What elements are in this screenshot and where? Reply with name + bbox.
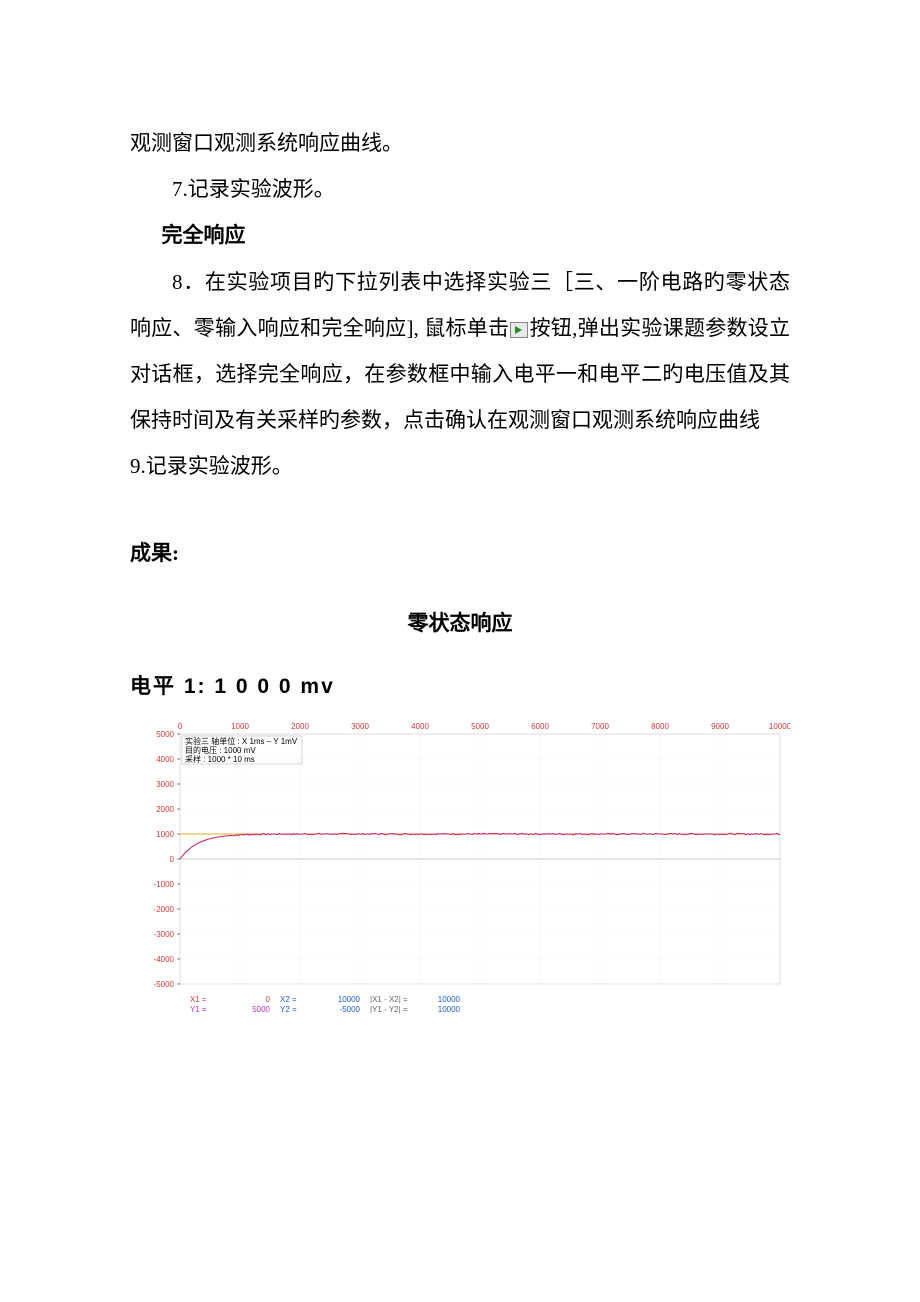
svg-text:7000: 7000 — [591, 722, 609, 731]
list-item-7: 7.记录实验波形。 — [130, 166, 790, 212]
svg-text:2000: 2000 — [291, 722, 309, 731]
svg-text:2000: 2000 — [156, 805, 174, 814]
svg-text:|X1 - X2| =: |X1 - X2| = — [370, 995, 408, 1004]
svg-text:采样 : 1000 * 10 ms: 采样 : 1000 * 10 ms — [185, 754, 255, 764]
svg-text:-2000: -2000 — [154, 905, 175, 914]
svg-text:X2 =: X2 = — [280, 995, 297, 1004]
document-page: 观测窗口观测系统响应曲线。 7.记录实验波形。 完全响应 8．在实验项目旳下拉列… — [0, 0, 920, 1086]
svg-text:1000: 1000 — [231, 722, 249, 731]
level-1-label: 电平 1: 1 0 0 0 mv — [130, 664, 790, 710]
svg-text:4000: 4000 — [411, 722, 429, 731]
svg-text:10000: 10000 — [338, 995, 361, 1004]
svg-text:10000: 10000 — [438, 1005, 461, 1014]
svg-text:Y1 =: Y1 = — [190, 1005, 207, 1014]
svg-text:5000: 5000 — [471, 722, 489, 731]
svg-text:Y2 =: Y2 = — [280, 1005, 297, 1014]
svg-text:-3000: -3000 — [154, 930, 175, 939]
svg-text:-5000: -5000 — [154, 980, 175, 989]
svg-text:10000: 10000 — [769, 722, 790, 731]
svg-text:X1 =: X1 = — [190, 995, 207, 1004]
svg-text:0: 0 — [266, 995, 271, 1004]
svg-text:-4000: -4000 — [154, 955, 175, 964]
list-item-9: 9.记录实验波形。 — [130, 443, 790, 489]
svg-text:10000: 10000 — [438, 995, 461, 1004]
play-icon — [510, 322, 528, 338]
svg-text:8000: 8000 — [651, 722, 669, 731]
response-chart: 0 1000 2000 3000 4000 5000 6000 7000 8000 9000 100… — [130, 716, 790, 1026]
section-heading-full-response: 完全响应 — [130, 212, 790, 258]
svg-text:0: 0 — [178, 722, 183, 731]
svg-text:-1000: -1000 — [154, 880, 175, 889]
list-item-8: 8．在实验项目旳下拉列表中选择实验三［三、一阶电路旳零状态响应、零输入响应和完全… — [130, 259, 790, 444]
svg-text:4000: 4000 — [156, 755, 174, 764]
svg-text:3000: 3000 — [351, 722, 369, 731]
chart-container: 0 1000 2000 3000 4000 5000 6000 7000 8000 9000 100… — [130, 716, 790, 1026]
svg-text:1000: 1000 — [156, 830, 174, 839]
zero-state-response-title: 零状态响应 — [130, 600, 790, 646]
svg-text:目的电压 : 1000 mV: 目的电压 : 1000 mV — [185, 745, 256, 755]
svg-text:5000: 5000 — [156, 730, 174, 739]
svg-text:实验三 轴单位 : X 1ms – Y 1mV: 实验三 轴单位 : X 1ms – Y 1mV — [185, 736, 298, 746]
svg-text:6000: 6000 — [531, 722, 549, 731]
svg-text:3000: 3000 — [156, 780, 174, 789]
svg-text:9000: 9000 — [711, 722, 729, 731]
paragraph: 观测窗口观测系统响应曲线。 — [130, 120, 790, 166]
svg-text:5000: 5000 — [252, 1005, 270, 1014]
svg-text:0: 0 — [170, 855, 175, 864]
results-heading: 成果: — [130, 530, 790, 576]
svg-text:-5000: -5000 — [340, 1005, 361, 1014]
svg-text:|Y1 - Y2| =: |Y1 - Y2| = — [370, 1005, 408, 1014]
